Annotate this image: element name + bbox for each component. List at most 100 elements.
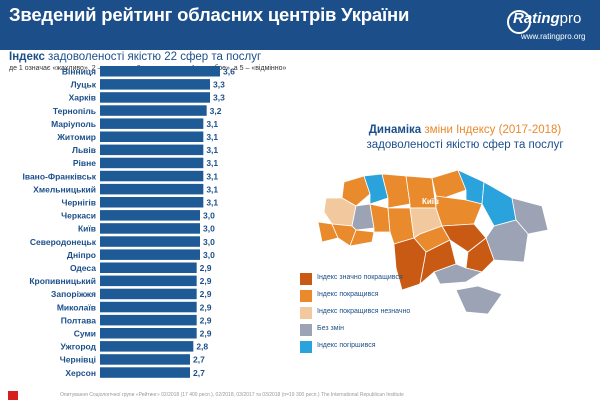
category-label: Чернігів: [61, 198, 96, 208]
region-crimea: [455, 285, 503, 315]
bar: [100, 236, 200, 247]
region-kharkiv: [481, 181, 517, 227]
bar: [100, 183, 204, 195]
category-label: Миколаїв: [57, 302, 96, 312]
value-label: 3,1: [206, 132, 218, 142]
value-label: 3,0: [203, 224, 215, 234]
logo-prefix: Rating: [513, 10, 560, 27]
category-label: Северодонецьк: [30, 237, 97, 247]
value-label: 3,0: [203, 237, 215, 247]
region-luhansk: [511, 197, 549, 235]
bar-chart: Вінниця 3,6 Луцьк 3,3 Харків 3,3 Тернопіль 3,2 М…: [22, 66, 235, 378]
category-label: Вінниця: [62, 67, 96, 77]
bar: [100, 157, 204, 169]
category-label: Київ: [78, 224, 96, 234]
category-label: Ужгород: [61, 342, 97, 352]
bar: [100, 92, 210, 103]
map-title-orange: зміни Індексу (2017-2018): [421, 124, 562, 136]
bar: [100, 249, 200, 260]
footer-red-block: [8, 391, 18, 400]
category-label: Одеса: [70, 263, 96, 273]
logo-wordmark: Ratingpro: [513, 10, 581, 27]
value-label: 3,2: [210, 106, 222, 116]
legend-item-improved: Індекс покращився: [300, 288, 420, 306]
footer: [0, 390, 600, 400]
bar: [100, 328, 197, 339]
legend-swatch: [300, 290, 312, 302]
logo-ring-icon: [507, 10, 531, 34]
value-label: 2,9: [200, 329, 212, 339]
map-title: Динаміка зміни Індексу (2017-2018) задов…: [355, 123, 575, 153]
category-label: Кропивницький: [29, 276, 96, 286]
subtitle-bold: Індекс: [9, 51, 45, 63]
bar: [100, 275, 197, 287]
legend-swatch: [300, 341, 312, 353]
bar: [100, 223, 200, 234]
value-label: 3,6: [223, 67, 235, 77]
region-kherson: [433, 263, 483, 285]
map-label-kyiv: Київ: [422, 197, 439, 206]
value-label: 3,1: [206, 158, 218, 168]
category-label: Маріуполь: [51, 119, 96, 129]
category-label: Суми: [74, 329, 96, 339]
category-label: Луцьк: [71, 80, 97, 90]
map-title-bold: Динаміка: [368, 124, 422, 136]
map-title-line2: задоволеності якістю сфер та послуг: [366, 139, 564, 151]
value-label: 3,3: [213, 93, 225, 103]
legend-label: Індекс покращився незначно: [317, 308, 411, 315]
bar: [100, 367, 190, 378]
header-banner: Зведений рейтинг обласних центрів Україн…: [0, 0, 600, 50]
value-label: 3,1: [206, 119, 218, 129]
legend-item-no-change: Без змін: [300, 322, 420, 340]
bar: [100, 262, 197, 273]
bar: [100, 288, 197, 300]
legend-swatch: [300, 307, 312, 319]
legend-item-worsened: Індекс погіршився: [300, 339, 420, 357]
bar: [100, 341, 194, 352]
region-vinnytsia: [387, 207, 415, 245]
value-label: 3,1: [206, 184, 218, 194]
bar: [100, 79, 210, 90]
region-khmelnytskyi: [369, 203, 391, 233]
value-label: 3,0: [203, 250, 215, 260]
chart-subtitle: Індекс задоволеності якістю 22 сфер та п…: [9, 51, 261, 63]
bar: [100, 144, 204, 156]
page-title: Зведений рейтинг обласних центрів Україн…: [9, 4, 410, 25]
legend-label: Без змін: [317, 325, 344, 332]
category-label: Запоріжжя: [51, 289, 96, 299]
category-label: Черкаси: [61, 211, 96, 221]
bar: [100, 131, 204, 142]
bar: [100, 170, 204, 182]
category-label: Херсон: [65, 368, 96, 378]
value-label: 2,7: [193, 355, 205, 365]
category-label: Харків: [69, 93, 96, 103]
value-label: 3,1: [206, 145, 218, 155]
footer-note: Опитування Соціологічної групи «Рейтинг»…: [60, 392, 404, 398]
category-label: Дніпро: [67, 250, 96, 260]
category-label: Рівне: [73, 158, 96, 168]
ukraine-map: Київ: [317, 169, 549, 315]
bar: [100, 66, 220, 77]
region-chernivtsi: [349, 229, 375, 247]
value-label: 3,0: [203, 211, 215, 221]
value-label: 2,9: [200, 276, 212, 286]
region-volyn: [341, 175, 371, 207]
bar: [100, 354, 190, 365]
legend-item-improved-significantly: Індекс значно покращився: [300, 271, 420, 289]
legend-item-improved-slightly: Індекс покращився незначно: [300, 305, 420, 323]
region-chernihiv: [431, 169, 467, 199]
legend-label: Індекс погіршився: [317, 342, 376, 349]
category-label: Полтава: [61, 315, 96, 325]
bar: [100, 197, 204, 208]
value-label: 2,8: [196, 342, 208, 352]
region-ternopil: [351, 203, 375, 231]
legend-swatch: [300, 324, 312, 336]
legend-label: Індекс значно покращився: [317, 274, 403, 281]
value-label: 2,9: [200, 289, 212, 299]
region-zaporizhzhia: [465, 237, 495, 273]
category-label: Хмельницький: [33, 184, 96, 194]
bar: [100, 105, 207, 116]
category-label: Чернівці: [60, 355, 96, 365]
legend-swatch: [300, 273, 312, 285]
region-rivne: [363, 173, 389, 205]
